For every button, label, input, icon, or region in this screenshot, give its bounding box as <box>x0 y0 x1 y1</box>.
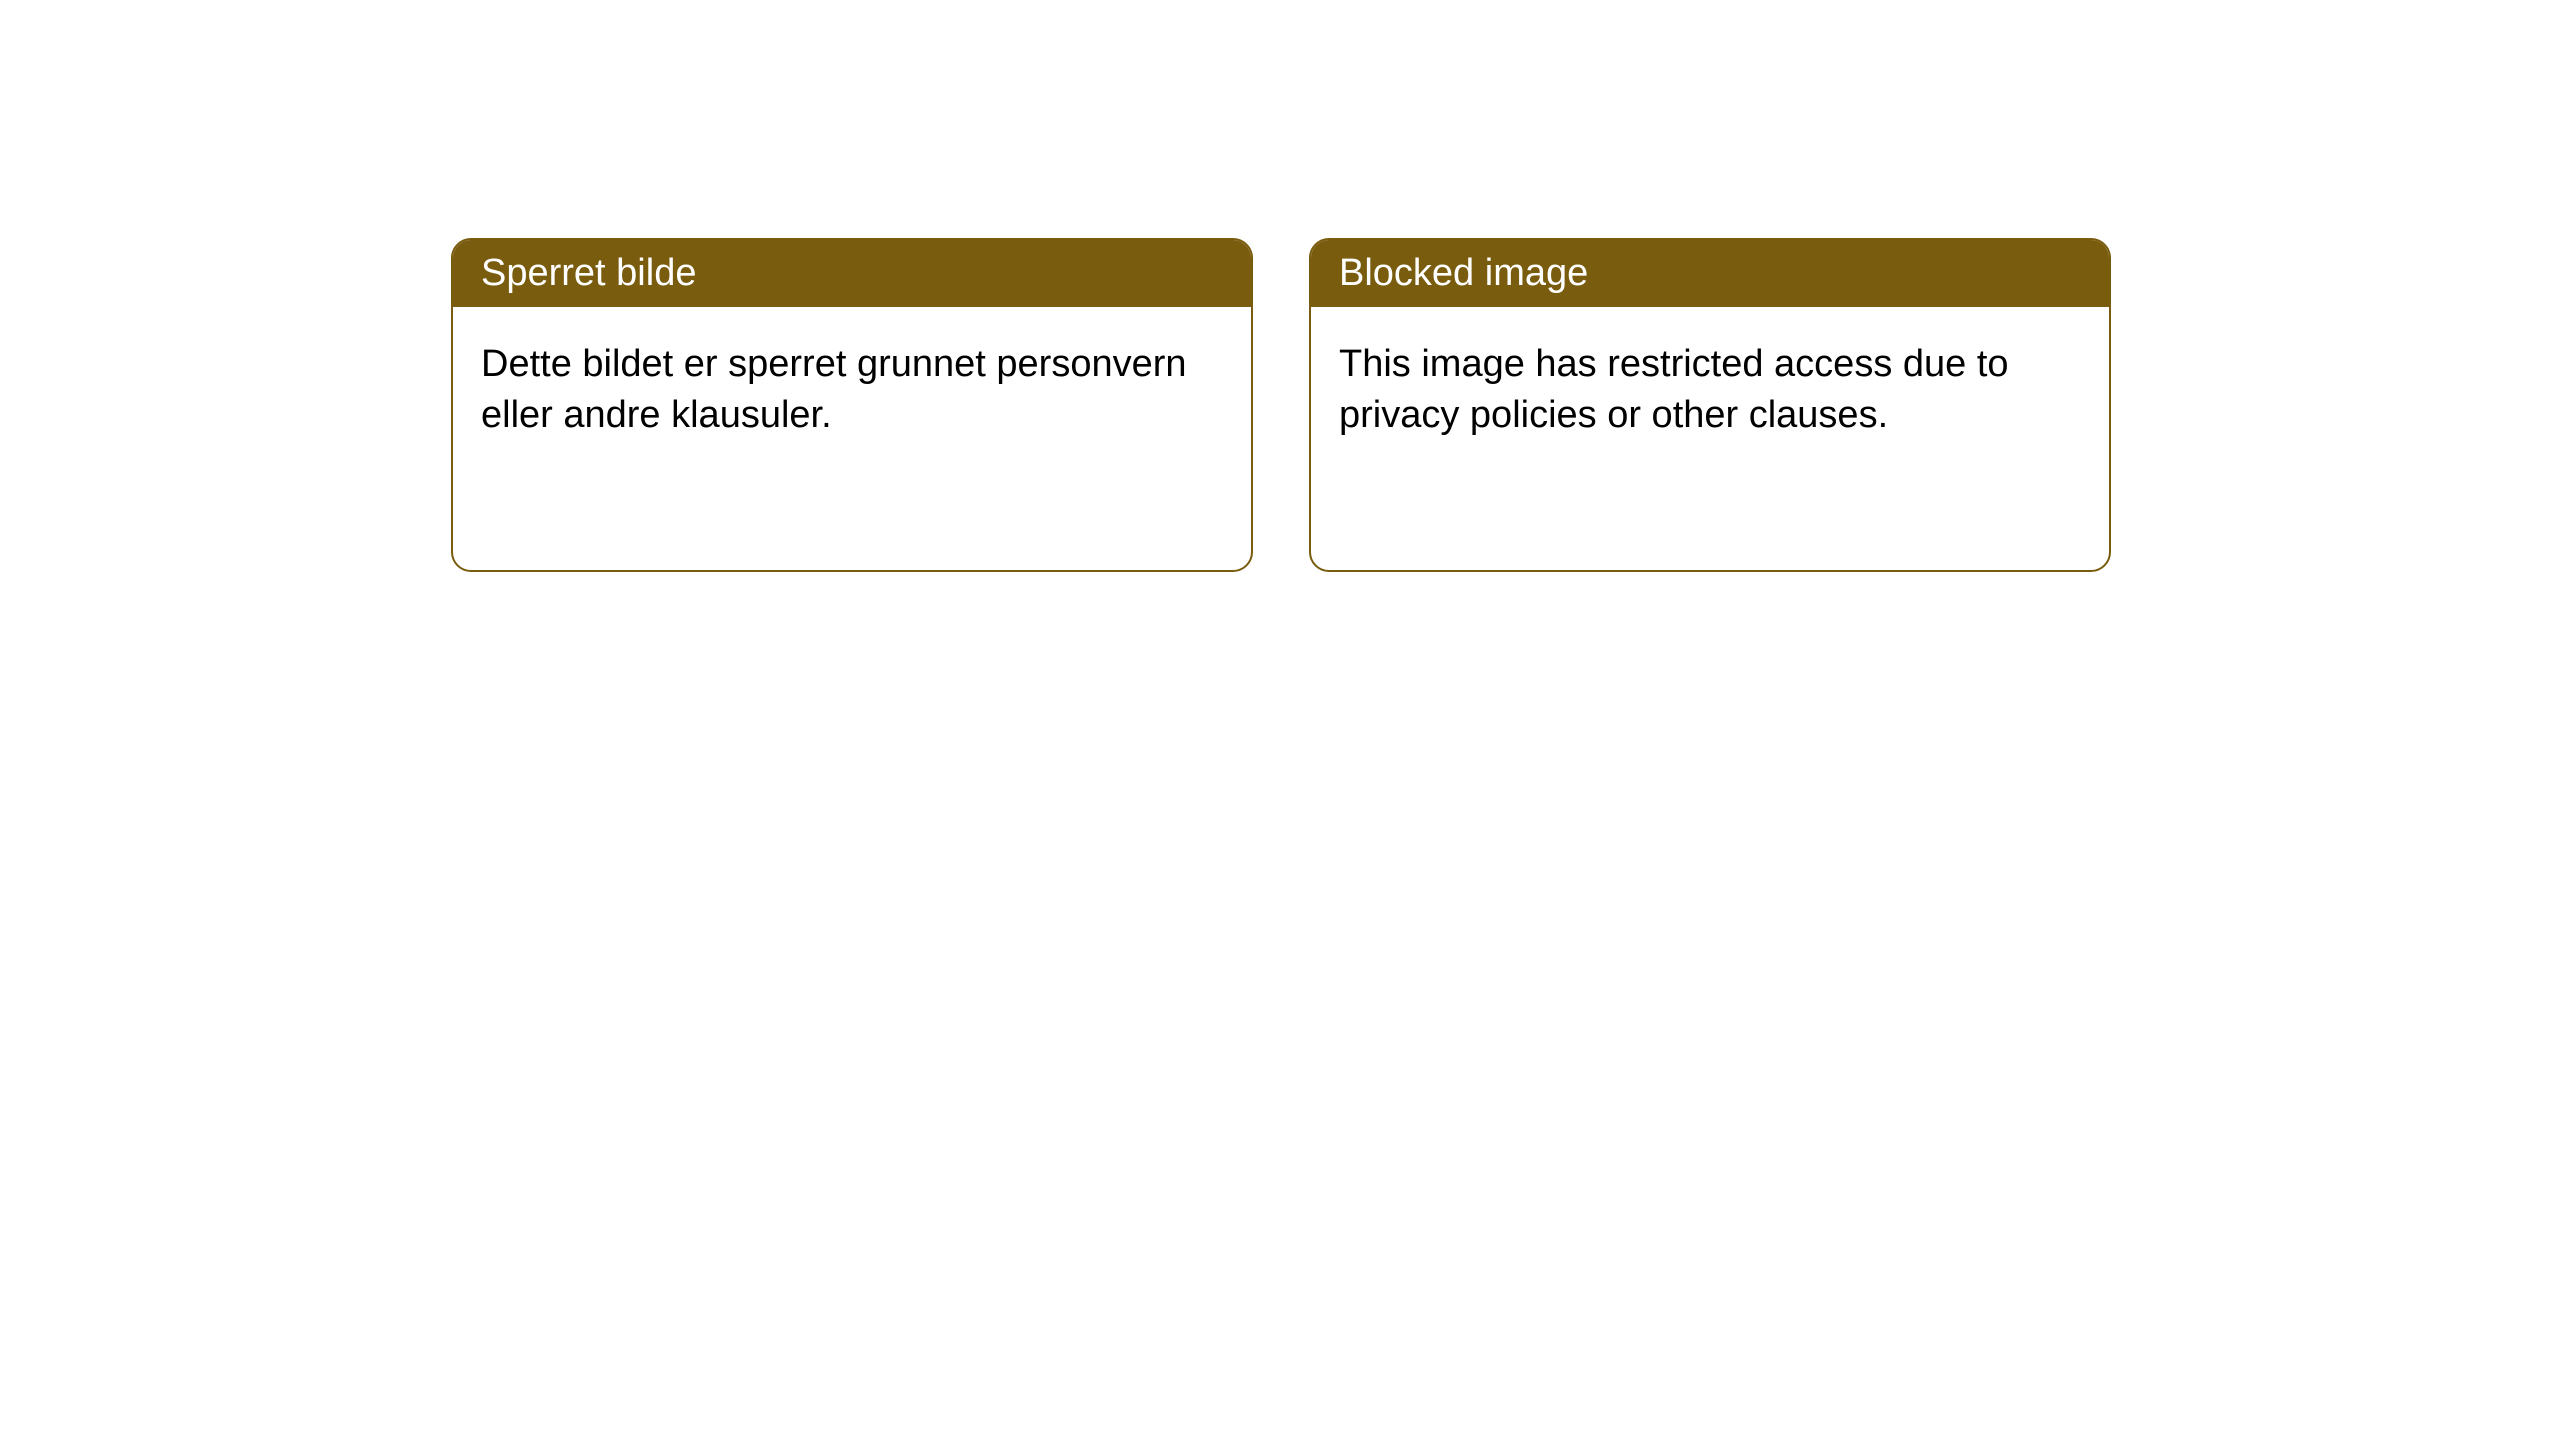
notice-body: Dette bildet er sperret grunnet personve… <box>453 307 1251 572</box>
notice-header: Blocked image <box>1311 240 2109 307</box>
notice-body: This image has restricted access due to … <box>1311 307 2109 572</box>
notice-container: Sperret bilde Dette bildet er sperret gr… <box>451 238 2111 572</box>
notice-card-norwegian: Sperret bilde Dette bildet er sperret gr… <box>451 238 1253 572</box>
notice-card-english: Blocked image This image has restricted … <box>1309 238 2111 572</box>
notice-header: Sperret bilde <box>453 240 1251 307</box>
